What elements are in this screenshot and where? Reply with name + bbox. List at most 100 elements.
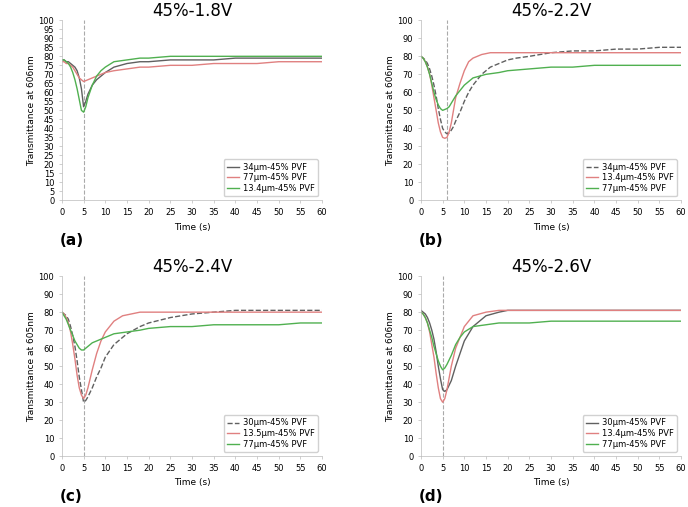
77μm-45% PVF — [136, 64, 144, 70]
34μm-45% PVF — [423, 60, 431, 66]
34μm-45% PVF — [82, 98, 90, 104]
13.4μm-45% PVF — [447, 363, 455, 369]
Line: 77μm-45% PVF: 77μm-45% PVF — [62, 312, 322, 350]
30μm-45% PVF — [677, 307, 685, 313]
34μm-45% PVF — [421, 57, 429, 63]
77μm-45% PVF — [69, 64, 77, 70]
30μm-45% PVF — [58, 309, 66, 315]
34μm-45% PVF — [64, 59, 72, 65]
13.5μm-45% PVF — [297, 309, 305, 315]
13.4μm-45% PVF — [568, 50, 577, 56]
77μm-45% PVF — [88, 75, 96, 81]
13.4μm-45% PVF — [430, 95, 438, 101]
13.4μm-45% PVF — [62, 59, 70, 65]
34μm-45% PVF — [443, 131, 451, 137]
30μm-45% PVF — [495, 309, 503, 315]
30μm-45% PVF — [75, 374, 83, 380]
13.4μm-45% PVF — [92, 73, 100, 79]
13.4μm-45% PVF — [71, 77, 79, 83]
13.4μm-45% PVF — [275, 53, 283, 59]
34μm-45% PVF — [417, 53, 425, 59]
77μm-45% PVF — [60, 313, 68, 319]
13.4μm-45% PVF — [451, 345, 460, 351]
30μm-45% PVF — [441, 388, 449, 394]
13.4μm-45% PVF — [634, 50, 642, 56]
77μm-45% PVF — [482, 71, 490, 78]
77μm-45% PVF — [447, 352, 455, 358]
77μm-45% PVF — [469, 75, 477, 81]
77μm-45% PVF — [88, 340, 96, 346]
34μm-45% PVF — [568, 48, 577, 54]
13.4μm-45% PVF — [97, 68, 105, 74]
13.4μm-45% PVF — [144, 55, 153, 61]
77μm-45% PVF — [136, 327, 144, 333]
13.4μm-45% PVF — [417, 53, 425, 59]
13.5μm-45% PVF — [210, 309, 218, 315]
X-axis label: Time (s): Time (s) — [533, 223, 570, 232]
13.4μm-45% PVF — [443, 134, 451, 140]
77μm-45% PVF — [425, 327, 433, 333]
77μm-45% PVF — [97, 336, 105, 342]
13.5μm-45% PVF — [77, 392, 85, 398]
Title: 45%-2.4V: 45%-2.4V — [152, 258, 232, 276]
13.4μm-45% PVF — [84, 95, 92, 101]
34μm-45% PVF — [88, 82, 96, 88]
34μm-45% PVF — [438, 125, 447, 131]
13.4μm-45% PVF — [421, 59, 429, 65]
13.4μm-45% PVF — [434, 120, 442, 126]
30μm-45% PVF — [60, 311, 68, 317]
13.4μm-45% PVF — [417, 309, 425, 315]
77μm-45% PVF — [417, 53, 425, 59]
13.5μm-45% PVF — [67, 329, 75, 335]
13.4μm-45% PVF — [60, 57, 68, 63]
77μm-45% PVF — [443, 361, 451, 368]
34μm-45% PVF — [436, 116, 444, 122]
13.5μm-45% PVF — [69, 342, 77, 348]
30μm-45% PVF — [482, 313, 490, 319]
77μm-45% PVF — [144, 64, 153, 70]
77μm-45% PVF — [428, 80, 436, 86]
Line: 34μm-45% PVF: 34μm-45% PVF — [62, 58, 322, 107]
34μm-45% PVF — [460, 98, 469, 104]
13.4μm-45% PVF — [449, 107, 458, 114]
13.4μm-45% PVF — [677, 307, 685, 313]
13.5μm-45% PVF — [253, 309, 261, 315]
34μm-45% PVF — [441, 129, 449, 135]
77μm-45% PVF — [612, 318, 620, 324]
13.4μm-45% PVF — [188, 53, 196, 59]
13.4μm-45% PVF — [110, 59, 118, 65]
Y-axis label: Transmittance at 606nm: Transmittance at 606nm — [386, 311, 395, 422]
13.4μm-45% PVF — [231, 53, 239, 59]
77μm-45% PVF — [469, 323, 477, 330]
77μm-45% PVF — [77, 347, 85, 353]
77μm-45% PVF — [275, 322, 283, 328]
77μm-45% PVF — [495, 320, 503, 326]
34μm-45% PVF — [612, 46, 620, 52]
30μm-45% PVF — [428, 327, 436, 333]
13.4μm-45% PVF — [436, 395, 444, 402]
30μm-45% PVF — [64, 316, 72, 322]
Legend: 30μm-45% PVF, 13.5μm-45% PVF, 77μm-45% PVF: 30μm-45% PVF, 13.5μm-45% PVF, 77μm-45% P… — [224, 415, 318, 452]
13.4μm-45% PVF — [425, 329, 433, 335]
77μm-45% PVF — [60, 59, 68, 65]
34μm-45% PVF — [297, 55, 305, 61]
77μm-45% PVF — [423, 64, 431, 70]
34μm-45% PVF — [318, 55, 326, 61]
13.4μm-45% PVF — [421, 314, 429, 320]
77μm-45% PVF — [441, 106, 449, 113]
13.5μm-45% PVF — [118, 313, 127, 319]
30μm-45% PVF — [318, 307, 326, 313]
Y-axis label: Transmittance at 606nm: Transmittance at 606nm — [27, 55, 36, 166]
34μm-45% PVF — [477, 71, 486, 78]
77μm-45% PVF — [101, 69, 109, 76]
34μm-45% PVF — [430, 82, 438, 88]
77μm-45% PVF — [482, 322, 490, 328]
Line: 13.4μm-45% PVF: 13.4μm-45% PVF — [62, 56, 322, 112]
34μm-45% PVF — [495, 60, 503, 66]
30μm-45% PVF — [97, 365, 105, 371]
13.5μm-45% PVF — [318, 309, 326, 315]
77μm-45% PVF — [297, 320, 305, 326]
30μm-45% PVF — [525, 307, 533, 313]
13.4μm-45% PVF — [75, 96, 83, 102]
Line: 34μm-45% PVF: 34μm-45% PVF — [421, 47, 681, 134]
